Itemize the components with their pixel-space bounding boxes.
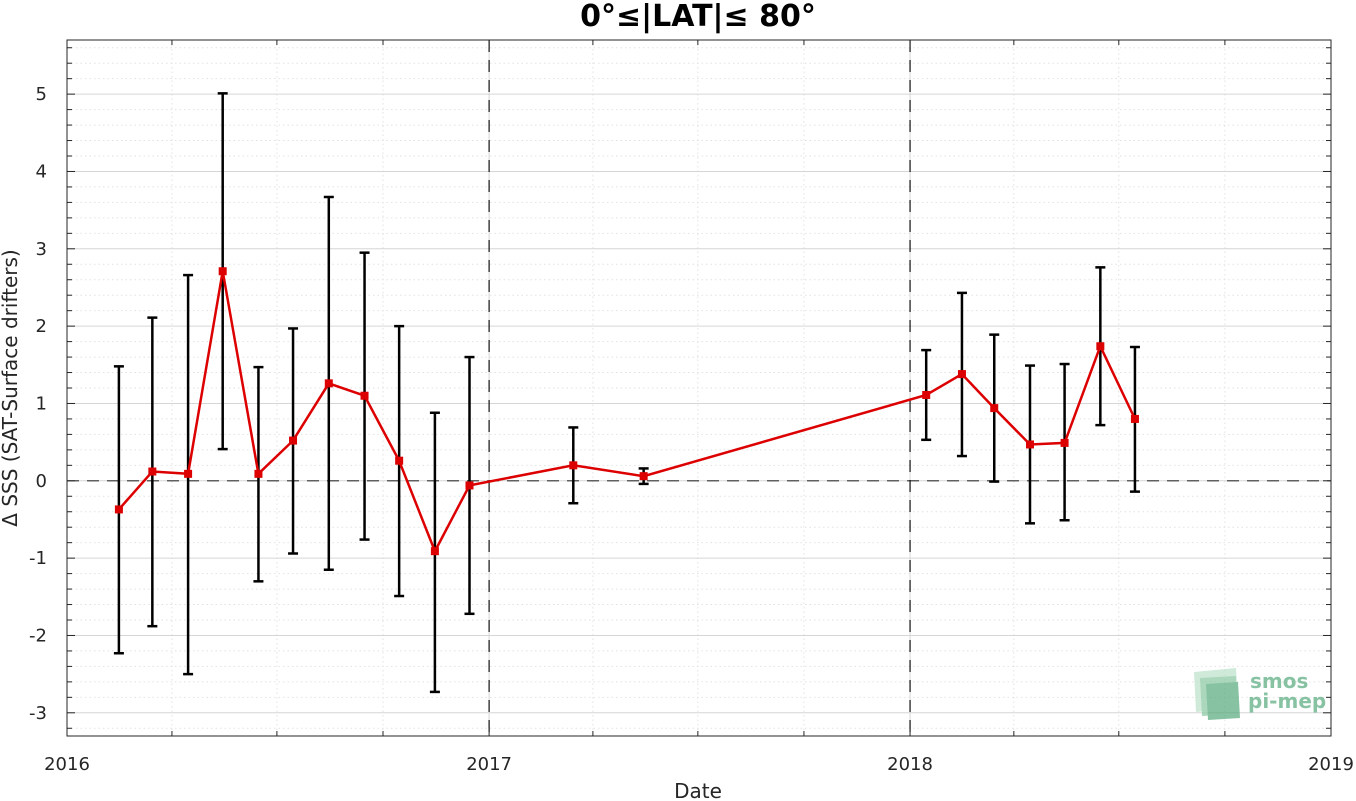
x-axis-label: Date — [674, 779, 722, 801]
data-point-marker — [990, 404, 999, 413]
logo-line2: pi-mep — [1248, 689, 1326, 713]
y-tick-labels: -3 -2 -1 0 1 2 3 4 5 — [29, 84, 47, 724]
y-tick-label: 4 — [36, 161, 47, 182]
y-tick-label: 2 — [36, 316, 47, 337]
y-tick-label: 0 — [36, 471, 47, 492]
y-tick-label: -3 — [29, 703, 47, 724]
data-point-marker — [289, 436, 298, 445]
reference-lines — [67, 40, 1331, 736]
series-line — [117, 270, 1137, 555]
data-point-marker — [465, 481, 474, 490]
data-point-marker — [569, 461, 578, 470]
data-point-marker — [324, 379, 333, 388]
data-point-marker — [218, 267, 227, 276]
data-point-marker — [184, 469, 193, 478]
x-tick-label: 2018 — [887, 754, 933, 775]
logo-wave-icon — [1194, 668, 1240, 720]
smos-pimep-logo: smos pi-mep — [1194, 668, 1326, 720]
data-point-marker — [360, 391, 369, 400]
data-point-marker — [1025, 440, 1034, 449]
data-point-marker — [430, 547, 439, 556]
y-tick-label: -1 — [29, 548, 47, 569]
data-point-marker — [1130, 414, 1139, 423]
x-tick-label: 2016 — [44, 754, 90, 775]
data-point-marker — [957, 370, 966, 379]
data-point-marker — [1096, 342, 1105, 351]
error-bars — [113, 92, 1140, 694]
axis-ticks — [66, 40, 1332, 736]
data-point-marker — [395, 456, 404, 465]
grid — [66, 40, 1332, 736]
chart-title: 0°≤|LAT|≤ 80° — [580, 0, 816, 34]
x-tick-labels: 2016 2017 2018 2019 — [44, 754, 1354, 775]
y-axis-label: Δ SSS (SAT-Surface drifters) — [0, 249, 22, 526]
data-point-marker — [254, 469, 263, 478]
x-tick-label: 2019 — [1308, 754, 1354, 775]
y-tick-label: 1 — [36, 393, 47, 414]
x-tick-label: 2017 — [466, 754, 512, 775]
data-point-marker — [114, 505, 123, 514]
y-tick-label: 3 — [36, 239, 47, 260]
y-tick-label: -2 — [29, 625, 47, 646]
y-tick-label: 5 — [36, 84, 47, 105]
data-point-marker — [148, 467, 157, 476]
data-point-marker — [922, 390, 931, 399]
data-points — [114, 267, 1139, 556]
data-point-marker — [1060, 438, 1069, 447]
logo-line1: smos — [1250, 669, 1308, 693]
data-point-marker — [639, 472, 648, 481]
